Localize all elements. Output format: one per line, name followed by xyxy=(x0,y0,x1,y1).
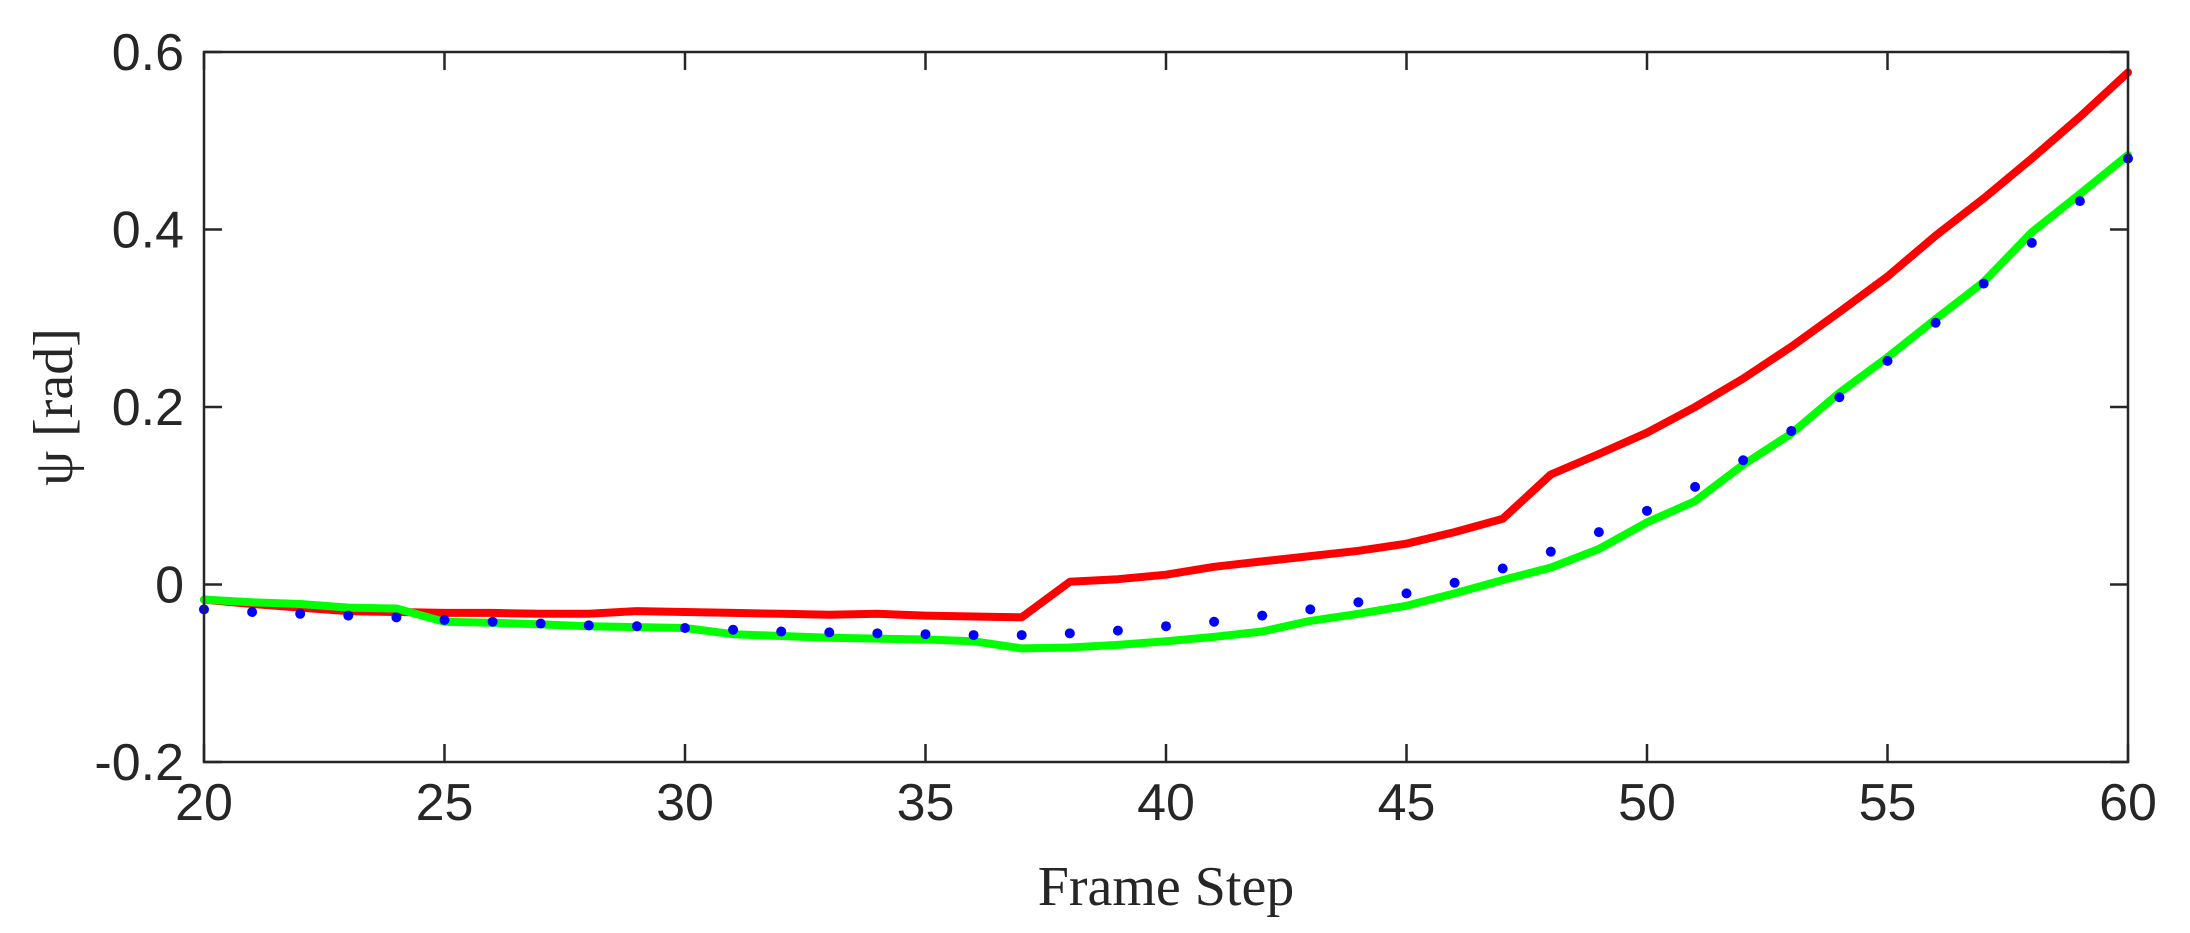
x-tick-label: 55 xyxy=(1859,774,1917,832)
x-tick-label: 30 xyxy=(656,774,714,832)
y-tick-label: 0 xyxy=(155,557,184,615)
series-dotted-point xyxy=(1209,616,1220,627)
series-dotted-point xyxy=(776,626,787,637)
series-dotted-point xyxy=(631,621,642,632)
x-tick-label: 45 xyxy=(1378,774,1436,832)
series-dotted-point xyxy=(247,607,258,618)
series-dotted-point xyxy=(1738,455,1749,466)
series-dotted-point xyxy=(1882,355,1893,366)
series-dotted-point xyxy=(1112,625,1123,636)
series-layer xyxy=(199,68,2133,653)
series-dotted-point xyxy=(824,627,835,638)
series-dotted-point xyxy=(2026,237,2037,248)
x-tick-label: 25 xyxy=(416,774,474,832)
series-dotted-point xyxy=(1834,392,1845,403)
y-tick-label: 0.6 xyxy=(112,24,184,82)
series-dotted-point xyxy=(1305,604,1316,615)
x-tick-label: 20 xyxy=(175,774,233,832)
series-red-line xyxy=(200,68,2132,622)
series-dotted-point xyxy=(1257,610,1268,621)
series-dotted-point xyxy=(583,620,594,631)
series-dotted-point xyxy=(1449,577,1460,588)
series-dotted-point xyxy=(1401,588,1412,599)
series-dotted-point xyxy=(343,610,354,621)
series-dotted-point xyxy=(728,624,739,635)
series-dotted-point xyxy=(968,630,979,641)
x-tick-label: 50 xyxy=(1618,774,1676,832)
y-tick-label: 0.2 xyxy=(112,379,184,437)
tick-layer: 20 25 30 35 40 45 50 55 60 -0.2 0 0.2 0.4 0.6 xyxy=(94,24,2157,832)
series-dotted-point xyxy=(1978,278,1989,289)
series-dotted-point xyxy=(1642,505,1652,516)
series-dotted-point xyxy=(439,615,450,625)
series-dotted-point xyxy=(1016,630,1027,641)
series-dotted-point xyxy=(1930,317,1941,328)
series-dotted-point xyxy=(680,622,690,633)
series-dotted-point xyxy=(1545,546,1556,557)
series-dotted-point xyxy=(1593,527,1604,538)
y-axis-title: ψ [rad] xyxy=(23,328,85,486)
series-dotted-point xyxy=(872,628,883,639)
series-dotted-point xyxy=(535,618,546,629)
series-dotted-point xyxy=(1690,481,1701,492)
series-dotted-point xyxy=(1786,425,1797,436)
y-tick-label: 0.4 xyxy=(112,202,184,260)
x-tick-label: 35 xyxy=(897,774,955,832)
x-tick-label: 60 xyxy=(2099,774,2157,832)
x-tick-label: 40 xyxy=(1137,774,1195,832)
y-tick-label: -0.2 xyxy=(94,734,184,792)
series-dotted-point xyxy=(1353,597,1364,608)
series-dotted-point xyxy=(295,608,306,619)
series-dotted-point xyxy=(1064,628,1075,639)
series-dotted-point xyxy=(1161,621,1171,632)
series-dotted-point xyxy=(2074,196,2085,207)
x-axis-title: Frame Step xyxy=(1038,856,1295,918)
series-green-line xyxy=(200,151,2132,653)
series-dotted-point xyxy=(391,612,402,623)
series-dotted-point xyxy=(920,629,931,640)
series-dotted-point xyxy=(487,616,498,627)
series-dotted-point xyxy=(1497,563,1508,574)
